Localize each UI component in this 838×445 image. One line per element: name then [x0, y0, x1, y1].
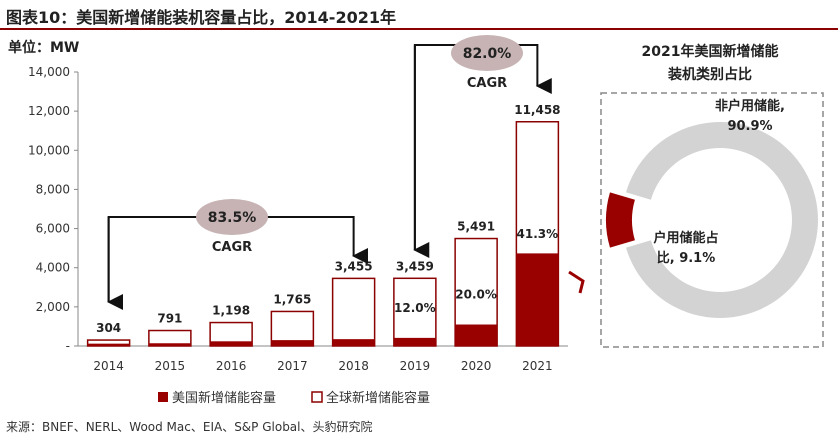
- x-tick-label-2021: 2021: [522, 359, 553, 373]
- y-tick-label: -: [66, 339, 70, 353]
- title-divider: [0, 28, 838, 30]
- pie-panel-border: [600, 92, 824, 348]
- pie-slice-residential-group: [606, 192, 635, 248]
- pie-label-residential: 户用储能占: [653, 230, 718, 246]
- cagr-label-1: CAGR: [467, 76, 507, 91]
- us-bar-2019: [393, 337, 436, 346]
- figure-title: 图表10：美国新增储能装机容量占比，2014-2021年: [6, 8, 396, 27]
- us-bar-2021: [516, 253, 559, 346]
- x-tick-label-2015: 2015: [155, 359, 186, 373]
- y-tick-label: 4,000: [36, 261, 70, 275]
- bar-chart: 单位：MW - 2,000 4,000 6,000 8,000 10,000 12,000 14…: [8, 35, 568, 406]
- total-label-2014: 304: [96, 321, 121, 335]
- pie-slice-residential: [606, 192, 635, 248]
- legend-swatch-us: [158, 392, 168, 402]
- y-tick-label: 12,000: [28, 104, 70, 118]
- total-label-2015: 791: [157, 312, 182, 326]
- pie-label-non-residential: 非户用储能,: [715, 98, 785, 114]
- pie-label-non-residential: 90.9%: [727, 119, 772, 134]
- cagr-label-0: CAGR: [212, 240, 252, 255]
- global-bar-2018: [331, 277, 376, 347]
- y-tick-label: 2,000: [36, 300, 70, 314]
- x-tick-label-2020: 2020: [461, 359, 492, 373]
- us-bar-2014: [87, 343, 130, 346]
- legend-label-global: 全球新增储能容量: [326, 390, 430, 406]
- us-bar-2018: [332, 339, 375, 346]
- total-label-2017: 1,765: [273, 292, 311, 306]
- total-label-2016: 1,198: [212, 304, 250, 318]
- us-bar-2016: [210, 341, 253, 346]
- global-bar-2019: [393, 277, 437, 347]
- y-tick-label: 6,000: [36, 222, 70, 236]
- cagr-value-0: 83.5%: [208, 210, 257, 226]
- y-tick-label: 8,000: [36, 182, 70, 196]
- share-label-2019: 12.0%: [394, 301, 436, 315]
- cagr-bubble-1: [451, 35, 523, 71]
- cagr-bubble-0: [196, 199, 268, 235]
- share-label-2021: 41.3%: [517, 227, 559, 241]
- pie-title-line: 2021年美国新增储能: [642, 43, 779, 60]
- x-tick-label-2016: 2016: [216, 359, 247, 373]
- y-tick-label: 14,000: [28, 65, 70, 79]
- pie-label-residential: 比, 9.1%: [657, 250, 716, 266]
- x-tick-label-2014: 2014: [93, 359, 124, 373]
- total-label-2020: 5,491: [457, 220, 495, 234]
- total-label-2018: 3,455: [335, 259, 373, 273]
- y-unit-label: 单位：MW: [8, 39, 79, 56]
- x-tick-label-2017: 2017: [277, 359, 308, 373]
- y-tick-label: 10,000: [28, 143, 70, 157]
- us-bar-2020: [455, 324, 498, 346]
- x-tick-label-2019: 2019: [400, 359, 431, 373]
- pie-link-arrow: [568, 270, 585, 294]
- share-label-2020: 20.0%: [455, 288, 497, 302]
- total-label-2019: 3,459: [396, 259, 434, 273]
- x-tick-label-2018: 2018: [338, 359, 369, 373]
- cagr-value-1: 82.0%: [463, 46, 512, 62]
- legend: 美国新增储能容量 全球新增储能容量: [158, 390, 430, 406]
- legend-swatch-global: [311, 391, 323, 403]
- legend-label-us: 美国新增储能容量: [172, 390, 276, 406]
- source-note: 来源：BNEF、NERL、Wood Mac、EIA、S&P Global、头豹研…: [6, 420, 373, 434]
- us-bar-2017: [271, 340, 314, 346]
- pie-slice-non-residential: [625, 121, 819, 318]
- us-bar-2015: [148, 343, 191, 346]
- pie-title-line: 装机类别占比: [667, 66, 752, 83]
- total-label-2021: 11,458: [514, 103, 560, 117]
